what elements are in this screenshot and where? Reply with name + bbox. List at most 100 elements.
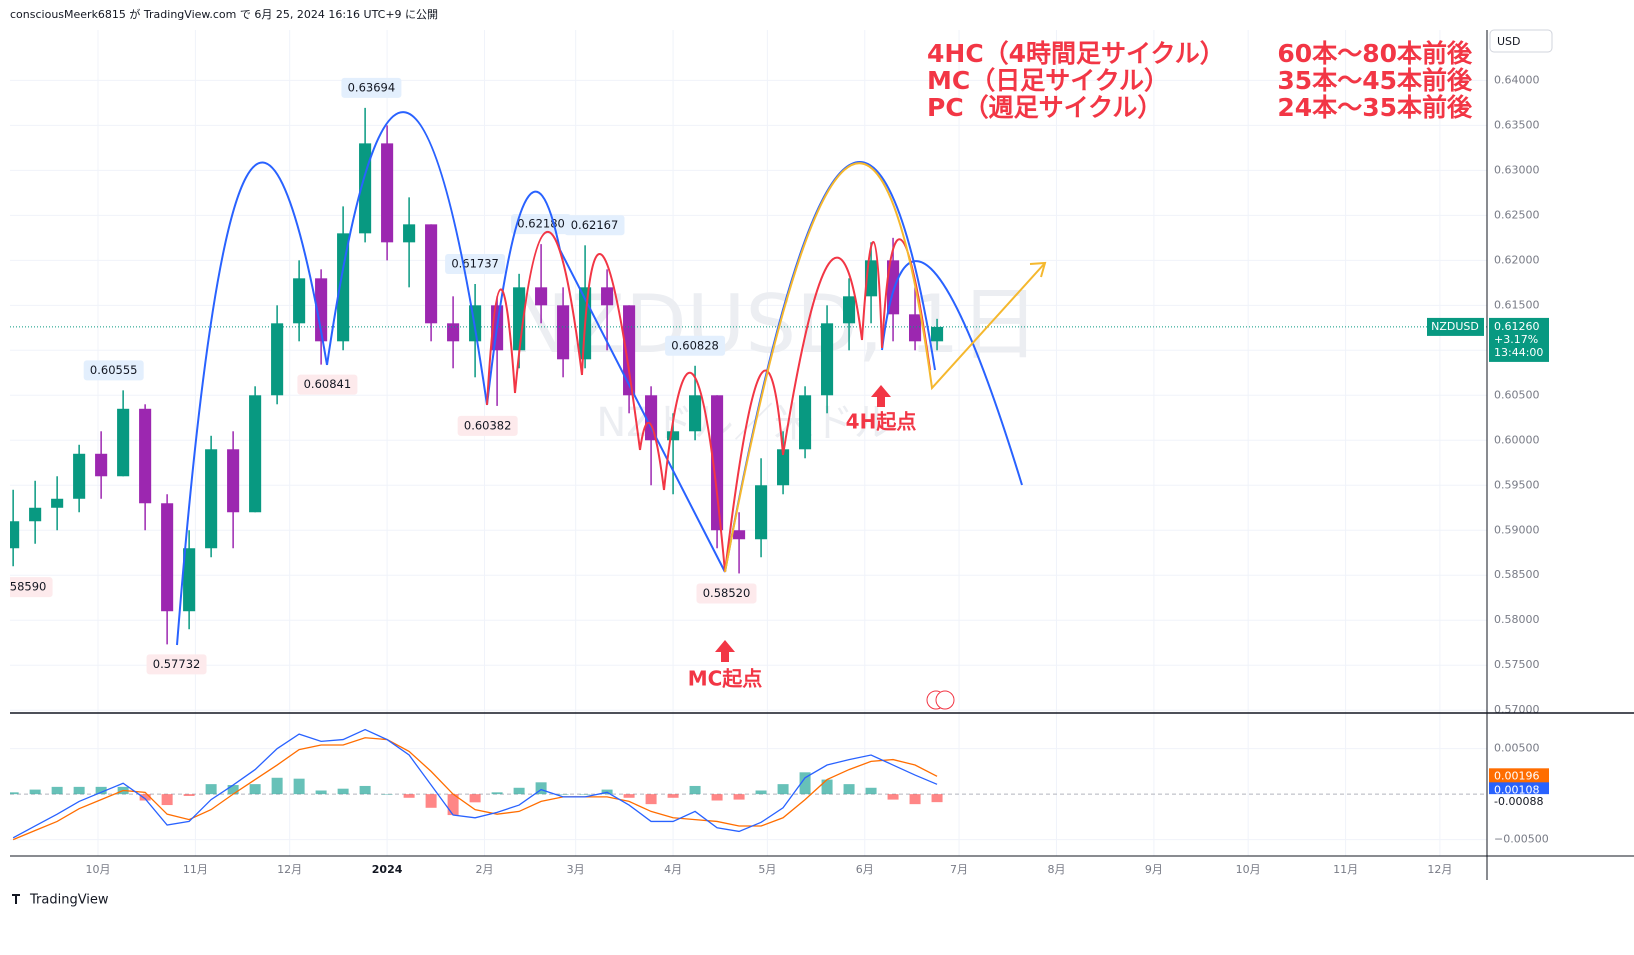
x-tick-label: 6月: [856, 863, 874, 876]
last-time: 13:44:00: [1494, 346, 1543, 359]
x-tick-label: 5月: [758, 863, 776, 876]
candle-body: [447, 323, 460, 342]
histogram-bar: [557, 794, 569, 795]
low-label-box: [297, 374, 358, 395]
histogram-bar: [29, 789, 41, 795]
candle-body: [689, 395, 702, 432]
candle-body: [777, 449, 790, 486]
y-tick-label: 0.64000: [1494, 73, 1540, 86]
candle-body: [557, 305, 570, 360]
candle-body: [843, 296, 856, 324]
high-label-box: [83, 360, 144, 381]
histogram-bar: [623, 794, 635, 798]
high-label: 0.62180: [517, 217, 565, 231]
footer-logo: [12, 894, 20, 904]
histogram-bar: [535, 782, 547, 795]
candle-body: [337, 233, 350, 342]
histogram-bar: [359, 785, 371, 795]
histogram-bar: [513, 787, 525, 795]
last-change: +3.17%: [1494, 333, 1538, 346]
x-tick-label: 3月: [567, 863, 585, 876]
candle-body: [667, 431, 680, 441]
y-tick-label: 0.57000: [1494, 703, 1540, 716]
candle-body: [403, 224, 416, 243]
x-tick-label: 4月: [664, 863, 682, 876]
note-left: 4HC（4時間足サイクル）: [927, 39, 1225, 68]
candle-body: [51, 498, 64, 508]
indicator-value-box: [1489, 768, 1549, 785]
symbol-label: NZDUSD: [1431, 320, 1479, 333]
candle-body: [293, 278, 306, 324]
low-label: 0.58520: [703, 586, 751, 600]
histogram-bar: [403, 794, 415, 798]
indicator-value: 0.00196: [1494, 769, 1540, 782]
high-label: 0.60828: [671, 338, 719, 352]
cycle-arc: [326, 111, 488, 406]
histogram-bar: [10, 792, 19, 795]
histogram-bar: [337, 788, 349, 795]
histogram-bar: [579, 794, 591, 795]
histogram-bar: [931, 794, 943, 803]
note-left: MC（日足サイクル）: [927, 66, 1169, 95]
x-tick-label: 8月: [1047, 863, 1065, 876]
low-label: 0.58590: [0, 580, 46, 594]
x-tick-label: 2024: [372, 863, 403, 876]
histogram-bar: [315, 790, 327, 795]
histogram-bar: [777, 784, 789, 795]
low-label: 0.57732: [153, 657, 201, 671]
x-tick-label: 12月: [277, 863, 302, 876]
y-tick-label: 0.59500: [1494, 478, 1540, 491]
y-tick-label: 0.62500: [1494, 208, 1540, 221]
histogram-bar: [711, 794, 723, 801]
cycle-arc: [724, 162, 1046, 573]
histogram-bar: [249, 784, 261, 795]
cycle-arc: [581, 253, 641, 451]
histogram-bar: [271, 777, 283, 795]
histogram-bar: [227, 785, 239, 795]
notes: 4HC（4時間足サイクル） 60本〜80本前後 MC（日足サイクル） 35本〜45本前…: [927, 39, 1473, 122]
histogram-bar: [205, 784, 217, 795]
marker-arrow: [871, 385, 891, 407]
candle-body: [205, 449, 218, 549]
low-label: 0.60841: [304, 377, 352, 391]
histogram-bar: [51, 786, 63, 795]
candle-body: [755, 485, 768, 540]
histogram-bar: [491, 792, 503, 795]
candle-body: [601, 287, 614, 306]
currency-box[interactable]: [1489, 29, 1553, 53]
grid: [10, 30, 1487, 856]
candle-body: [73, 453, 86, 499]
candle-body: [183, 548, 196, 612]
y-tick-label: 0.61500: [1494, 298, 1540, 311]
cycle-arc: [881, 260, 1023, 486]
currency: USD: [1497, 35, 1521, 48]
y-tick-label: 0.63000: [1494, 163, 1540, 176]
x-tick-label: 2月: [476, 863, 494, 876]
high-label-box: [564, 215, 625, 236]
histogram-bar: [909, 794, 921, 805]
note-right: 24本〜35本前後: [1277, 93, 1473, 122]
low-label-box: [457, 415, 518, 436]
x-tick-label: 12月: [1427, 863, 1452, 876]
cycle-arc: [176, 161, 328, 646]
high-label: 0.63694: [348, 80, 396, 94]
symbol-box: [1427, 317, 1484, 336]
low-label-box: [146, 654, 207, 675]
candle-body: [799, 395, 812, 450]
histogram-bar: [865, 787, 877, 795]
candle-body: [139, 408, 152, 504]
low-label-box: [10, 577, 53, 598]
x-tick-label: 11月: [1333, 863, 1358, 876]
macd-pane: [10, 728, 1487, 841]
low-label-box: [696, 583, 757, 604]
low-label: 0.60382: [464, 418, 512, 432]
x-tick-label: 11月: [183, 863, 208, 876]
axes: 0.64000 0.63500 0.63000 0.62500 0.62000 0.615…: [85, 73, 1549, 876]
candle-body: [623, 305, 636, 396]
candle-body: [315, 278, 328, 342]
macd-line: [12, 728, 938, 839]
price-pane: 0.60555 0.63694 0.61737 0.62180 0.62167 0.608…: [0, 77, 1487, 675]
histogram-bar: [183, 794, 195, 796]
candle-body: [821, 323, 834, 396]
